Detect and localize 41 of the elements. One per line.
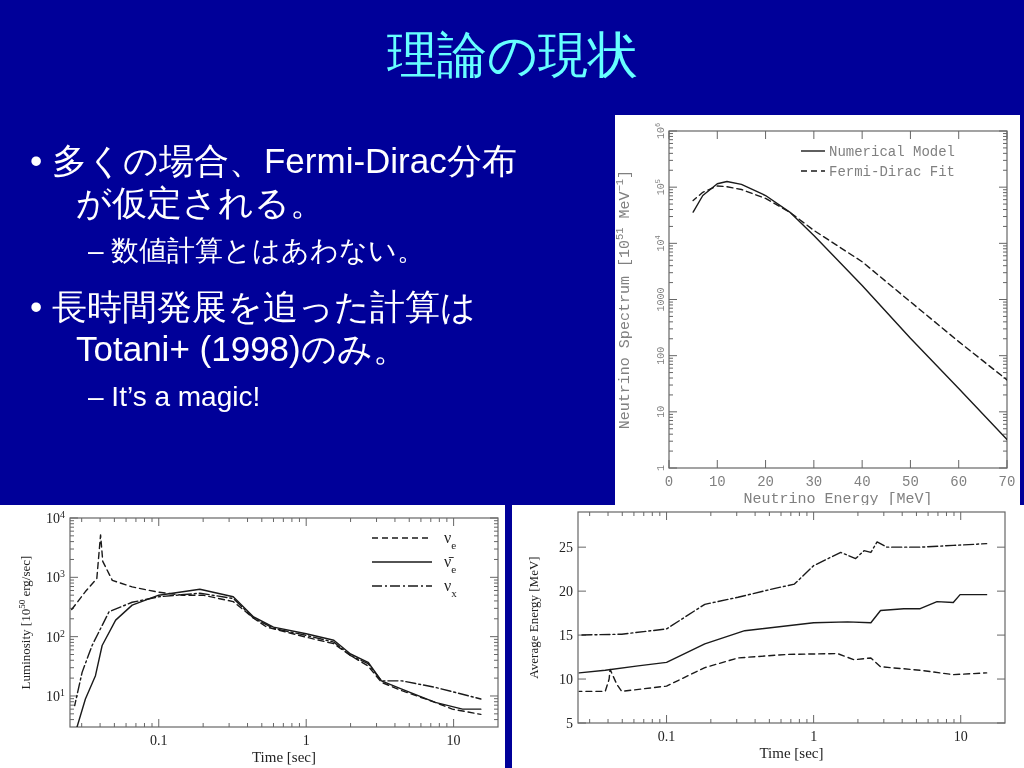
text: 理論の現状 <box>385 26 639 85</box>
x-tick-label: 10 <box>446 733 461 748</box>
line-series <box>692 180 1007 441</box>
x-tick-label: 10 <box>708 474 726 490</box>
y-tick-label: 1000 <box>656 287 667 312</box>
y-tick-label: 10 <box>656 405 667 418</box>
text: – It’s a magic! <box>88 380 262 414</box>
legend-label: Numerical Model <box>829 144 956 160</box>
text: • 長時間発展を追った計算は Totani+ (1998)のみ。 <box>30 286 477 370</box>
y-tick-label: 15 <box>559 628 573 644</box>
x-tick-label: 1 <box>302 733 310 748</box>
text: – 数値計算とはあわない。 <box>88 234 427 268</box>
y-tick-label: 20 <box>559 584 573 600</box>
y-tick-label: 1 <box>656 464 667 472</box>
y-tick-label: 5 <box>566 716 573 731</box>
legend-label: ν$_{x}$ <box>444 577 458 599</box>
x-tick-label: 1 <box>810 729 818 744</box>
y-tick-label: 10$^{3}$ <box>46 567 66 586</box>
x-tick-label: 0.1 <box>150 733 168 748</box>
x-axis-title: Time [sec] <box>251 749 317 765</box>
y-tick-label: 10$^{4}$ <box>46 508 66 526</box>
y-tick-label: 100 <box>656 346 667 365</box>
legend-label: Fermi-Dirac Fit <box>829 164 956 180</box>
text: • 多くの場合、Fermi-Dirac分布が仮定される。 <box>30 140 518 224</box>
x-tick-label: 0 <box>664 474 674 490</box>
y-tick-label: 10 <box>559 672 573 688</box>
x-axis-title: Time [sec] <box>759 745 824 761</box>
x-tick-label: 50 <box>902 474 919 490</box>
x-tick-label: 70 <box>998 474 1016 490</box>
y-axis-title: Average Energy [MeV] <box>526 556 541 679</box>
legend-label: ν̄$_{e}$ <box>444 553 457 575</box>
legend-label: ν$_{e}$ <box>444 529 457 551</box>
y-tick-label: 10$^{1}$ <box>46 686 66 704</box>
x-tick-label: 30 <box>805 474 823 490</box>
y-tick-label: 25 <box>559 540 573 556</box>
x-tick-label: 40 <box>853 474 871 490</box>
x-tick-label: 0.1 <box>657 729 676 744</box>
y-tick-label: 10$^{2}$ <box>46 627 66 645</box>
x-tick-label: 20 <box>757 474 774 490</box>
x-tick-label: 60 <box>950 474 968 490</box>
x-tick-label: 10 <box>953 729 968 744</box>
